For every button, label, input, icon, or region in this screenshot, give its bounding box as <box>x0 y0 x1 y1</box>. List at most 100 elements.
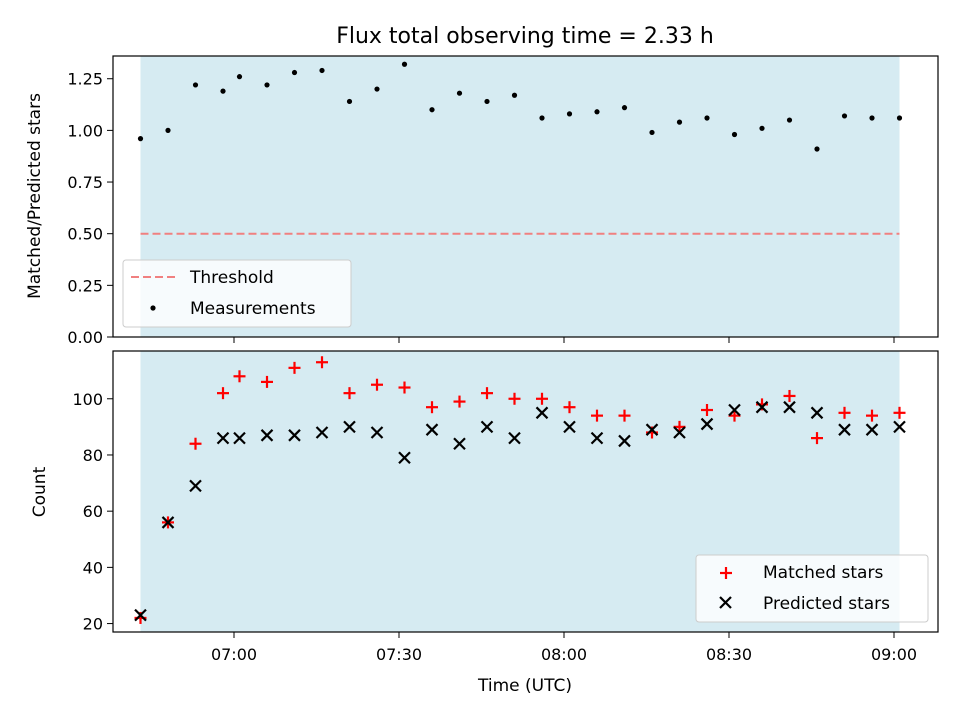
predicted-star-point <box>618 434 631 448</box>
predicted-star-point <box>398 451 411 465</box>
legend-matched-swatch <box>720 567 732 579</box>
matched-star-point <box>453 395 466 408</box>
measurement-point <box>484 98 490 105</box>
predicted-star-point <box>480 420 494 434</box>
measurement-point <box>896 115 903 121</box>
measurement-point <box>137 136 144 142</box>
matched-star-point <box>508 392 521 405</box>
predicted-star-point <box>315 426 329 439</box>
measurement-point <box>621 105 628 111</box>
measurement-point <box>456 90 463 96</box>
count-points <box>134 356 906 624</box>
bottom-panel: 20 40 60 80 100 07:00 07:30 08:00 08:30 09:00 Co… <box>30 350 939 696</box>
matched-star-point <box>701 404 713 417</box>
predicted-star-point <box>700 417 714 431</box>
x-axis-label: Time (UTC) <box>477 676 572 696</box>
measurement-point <box>786 117 793 123</box>
measurement-point <box>346 98 353 105</box>
predicted-star-point <box>260 429 274 442</box>
bottom-y-axis-label: Count <box>30 466 50 517</box>
predicted-star-point <box>288 429 301 442</box>
measurement-point <box>429 107 435 113</box>
measurement-point <box>220 88 226 94</box>
predicted-star-point <box>783 400 796 414</box>
top-legend-box <box>122 259 352 328</box>
matched-star-point <box>288 361 301 374</box>
y-tick-label: 0.75 <box>67 173 103 192</box>
measurement-point <box>759 125 765 131</box>
x-tick-label: 09:00 <box>871 645 917 664</box>
y-tick-label: 0.25 <box>67 276 103 295</box>
measurement-point <box>264 82 270 88</box>
measurement-point <box>594 109 600 115</box>
top-axes-frame <box>112 55 939 338</box>
bottom-legend-box <box>695 554 929 623</box>
matched-star-point <box>728 409 741 422</box>
y-tick-label: 1.00 <box>67 121 103 140</box>
measurement-point <box>814 146 820 152</box>
bottom-axes-frame <box>112 350 939 633</box>
y-tick-label: 1.25 <box>67 70 103 89</box>
predicted-star-point <box>535 406 549 420</box>
matched-star-point <box>316 356 328 369</box>
matched-star-point <box>261 375 273 388</box>
y-tick-label: 100 <box>72 390 103 409</box>
legend-predicted-swatch <box>719 596 732 609</box>
predicted-star-point <box>216 431 230 445</box>
measurement-point <box>539 115 545 121</box>
top-x-ticks <box>233 337 895 343</box>
x-tick-label: 08:00 <box>541 645 587 664</box>
predicted-star-point <box>865 423 879 436</box>
predicted-star-point <box>189 479 202 493</box>
matched-star-point <box>481 387 493 400</box>
measurement-point <box>192 82 199 88</box>
measurement-point <box>649 129 655 136</box>
measurement-point <box>566 111 573 117</box>
matched-star-point <box>217 387 229 400</box>
y-tick-label: 0.00 <box>67 328 103 347</box>
bottom-y-ticks: 20 40 60 80 100 <box>72 390 113 634</box>
x-tick-label: 07:00 <box>211 645 257 664</box>
measurement-point <box>869 115 875 121</box>
matched-star-point <box>426 401 438 414</box>
predicted-star-point <box>810 406 824 420</box>
predicted-star-point <box>425 423 439 436</box>
top-y-axis-label: Matched/Predicted stars <box>25 93 45 299</box>
predicted-star-point <box>233 431 246 445</box>
matched-star-point <box>783 389 796 402</box>
top-y-ticks: 0.00 0.25 0.50 0.75 1.00 1.25 <box>67 70 113 347</box>
top-panel: 0.00 0.25 0.50 0.75 1.00 1.25 Matched/Predict… <box>25 55 939 347</box>
bottom-x-ticks: 07:00 07:30 08:00 08:30 09:00 <box>211 632 917 664</box>
matched-star-point <box>893 406 906 419</box>
predicted-star-point <box>453 437 466 451</box>
matched-star-point <box>811 432 823 445</box>
measurement-points <box>137 61 903 152</box>
legend-matched-label: Matched stars <box>763 563 883 583</box>
matched-star-point <box>398 381 411 394</box>
matched-star-point <box>618 409 631 422</box>
y-tick-label: 20 <box>83 615 103 634</box>
y-tick-label: 80 <box>83 446 103 465</box>
matched-star-point <box>189 437 202 450</box>
predicted-star-point <box>343 420 356 434</box>
predicted-star-point <box>161 516 175 529</box>
measurement-point <box>401 61 408 67</box>
predicted-star-point <box>563 420 576 434</box>
predicted-star-point <box>508 431 521 445</box>
matched-star-point <box>536 392 548 405</box>
x-tick-label: 07:30 <box>376 645 422 664</box>
measurement-point <box>731 131 738 138</box>
y-tick-label: 0.50 <box>67 225 103 244</box>
y-tick-label: 60 <box>83 502 103 521</box>
predicted-star-point <box>645 423 659 436</box>
top-legend: Threshold Measurements <box>122 259 352 328</box>
measurement-point <box>511 92 518 98</box>
measurement-point <box>319 67 325 74</box>
legend-measurements-label: Measurements <box>190 299 316 319</box>
matched-star-point <box>838 406 851 419</box>
legend-predicted-label: Predicted stars <box>763 594 890 614</box>
matched-star-point <box>233 370 246 383</box>
matched-star-point <box>673 420 686 433</box>
measurement-point <box>165 127 171 133</box>
